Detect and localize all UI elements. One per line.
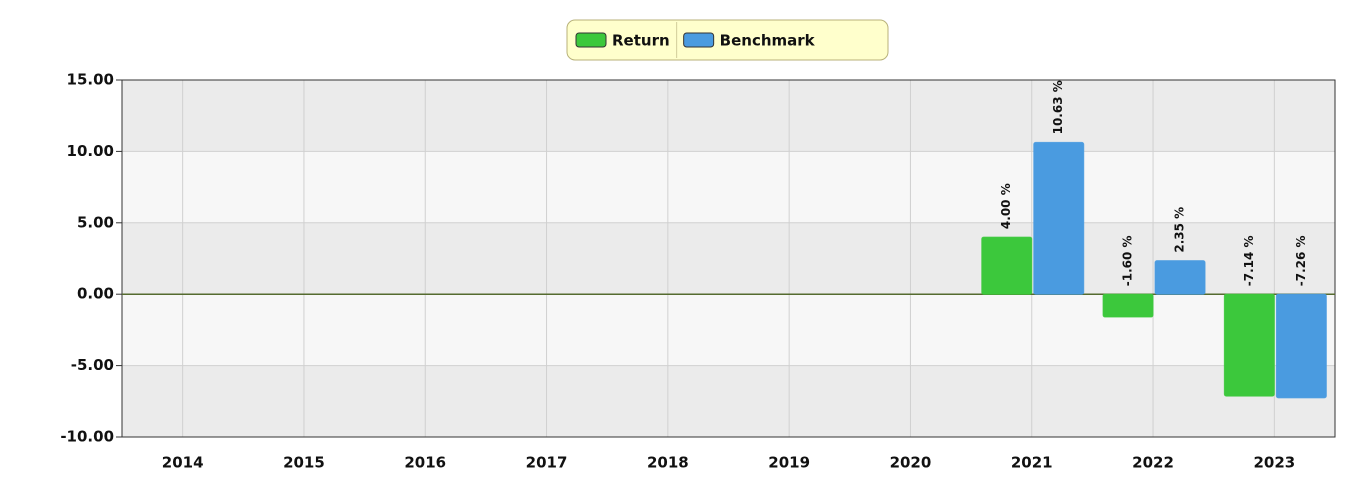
plot-band bbox=[122, 222, 1335, 295]
legend-box bbox=[566, 19, 889, 61]
bar bbox=[1102, 293, 1154, 318]
legend-swatch bbox=[683, 32, 715, 48]
x-tick-label: 2022 bbox=[1132, 454, 1174, 472]
plot-band bbox=[122, 80, 1335, 152]
bar bbox=[981, 236, 1033, 295]
x-tick-label: 2016 bbox=[404, 454, 446, 472]
plot-band bbox=[122, 151, 1335, 223]
bar bbox=[1223, 293, 1275, 397]
x-tick-label: 2021 bbox=[1011, 454, 1053, 472]
legend-swatch bbox=[575, 32, 607, 48]
y-tick-label: 0.00 bbox=[77, 285, 114, 303]
x-tick-label: 2020 bbox=[890, 454, 932, 472]
y-tick-label: 10.00 bbox=[67, 142, 114, 160]
bar bbox=[1154, 260, 1206, 295]
x-tick-label: 2017 bbox=[526, 454, 568, 472]
value-label: -7.26 % bbox=[1294, 235, 1308, 286]
x-tick-label: 2014 bbox=[162, 454, 204, 472]
plot-frame bbox=[121, 79, 1336, 438]
plot-band bbox=[122, 365, 1335, 437]
bar bbox=[1033, 141, 1085, 295]
value-label: -7.14 % bbox=[1242, 235, 1256, 286]
x-tick-label: 2023 bbox=[1253, 454, 1295, 472]
value-label: 2.35 % bbox=[1173, 207, 1187, 253]
y-tick-label: 15.00 bbox=[67, 71, 114, 89]
y-tick-label: -10.00 bbox=[60, 428, 114, 446]
bar bbox=[1275, 293, 1327, 399]
y-tick-label: -5.00 bbox=[71, 356, 114, 374]
legend-label: Benchmark bbox=[720, 32, 816, 50]
x-tick-label: 2019 bbox=[768, 454, 810, 472]
x-tick-label: 2015 bbox=[283, 454, 325, 472]
legend-label: Return bbox=[612, 32, 670, 50]
value-label: 10.63 % bbox=[1051, 80, 1065, 134]
y-tick-label: 5.00 bbox=[77, 213, 114, 231]
value-label: -1.60 % bbox=[1121, 235, 1135, 286]
x-tick-label: 2018 bbox=[647, 454, 689, 472]
value-label: 4.00 % bbox=[999, 183, 1013, 229]
